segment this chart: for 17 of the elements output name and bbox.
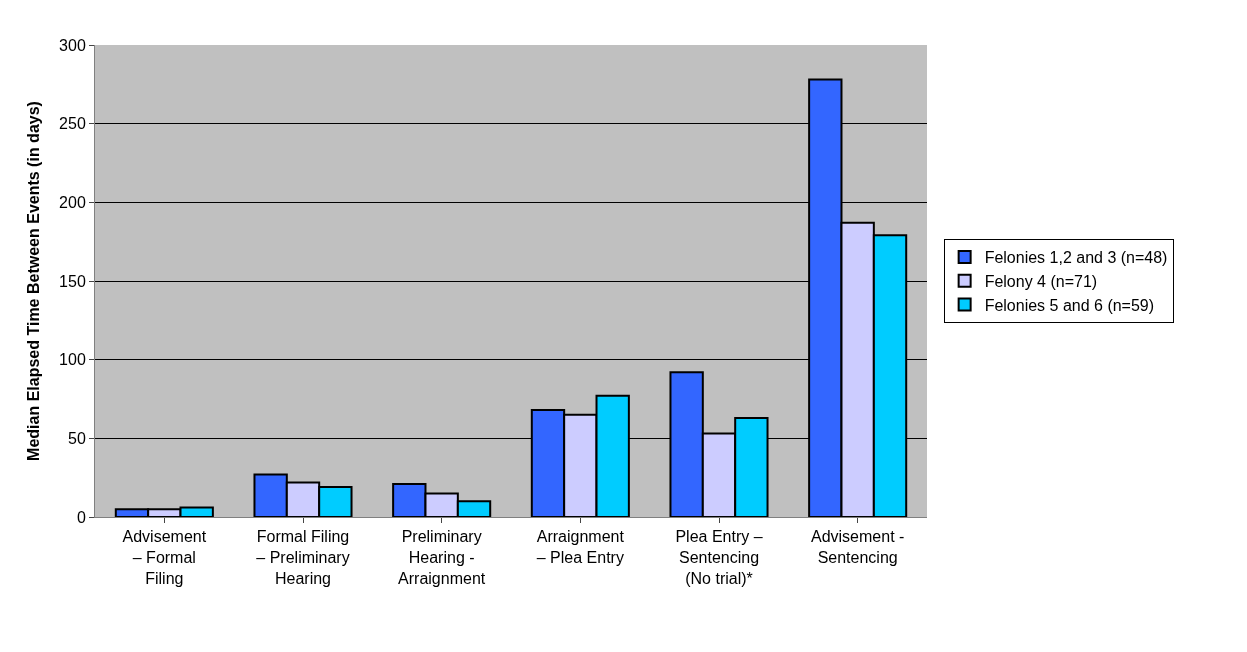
x-tick-label: Plea Entry – Sentencing (No trial)* (675, 528, 763, 587)
y-tick-label: 250 (59, 115, 86, 133)
legend-label: Felony 4 (n=71) (984, 272, 1098, 290)
x-tick-label: Arraignment – Plea Entry (536, 528, 625, 566)
y-axis-title: Median Elapsed Time Between Events (in days) (25, 101, 42, 461)
legend-label: Felonies 5 and 6 (n=59) (984, 296, 1155, 314)
y-tick-label: 0 (76, 508, 86, 526)
x-tick-label: Advisement - Sentencing (810, 528, 905, 566)
x-tick-label: Formal Filing – Preliminary Hearing (256, 528, 350, 587)
x-tick-label: Preliminary Hearing - Arraignment (398, 528, 486, 587)
legend-label: Felonies 1,2 and 3 (n=48) (984, 249, 1168, 267)
y-tick-label: 50 (68, 429, 86, 447)
x-tick-label: Advisement – Formal Filing (122, 528, 207, 587)
y-tick-label: 200 (59, 193, 86, 211)
y-tick-label: 100 (59, 351, 86, 369)
y-tick-label: 150 (59, 272, 86, 290)
y-tick-label: 300 (59, 36, 86, 54)
